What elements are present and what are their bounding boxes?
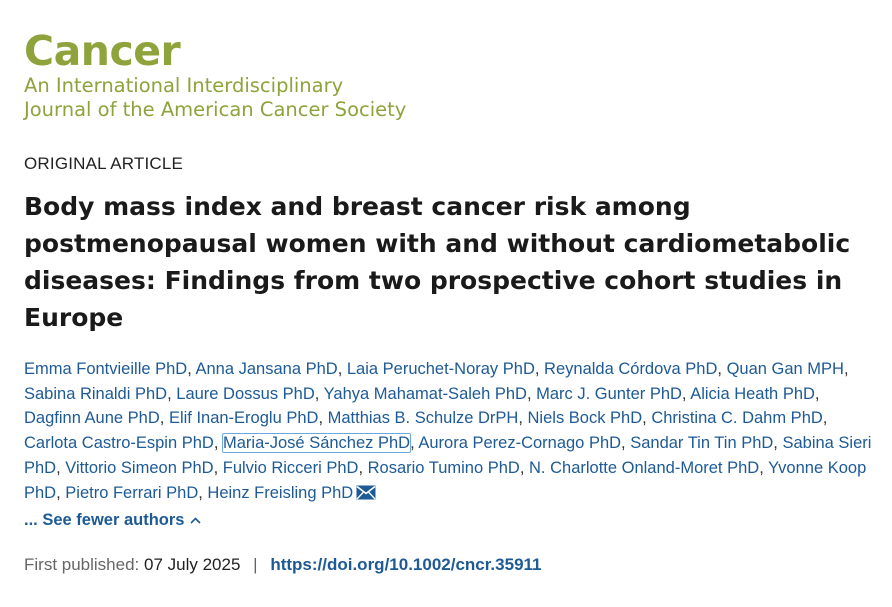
author-link[interactable]: Sabina Rinaldi PhD xyxy=(24,384,168,403)
author-link[interactable]: Elif Inan-Eroglu PhD xyxy=(168,409,319,428)
journal-tagline-line1: An International Interdisciplinary xyxy=(24,74,344,97)
author-link[interactable]: Dagfinn Aune PhD xyxy=(24,409,160,428)
first-published-date: 07 July 2025 xyxy=(144,555,241,575)
author-link[interactable]: Alicia Heath PhD xyxy=(690,384,815,403)
author-separator: , xyxy=(526,384,537,403)
author-separator: , xyxy=(621,434,631,453)
author-link[interactable]: Sabina Sieri PhD xyxy=(24,434,872,477)
author-link[interactable]: Emma Fontvieille PhD xyxy=(24,360,188,378)
author-link[interactable]: Carlota Castro-Espin PhD xyxy=(24,434,214,453)
author-separator: , xyxy=(56,483,66,502)
author-link[interactable]: Vittorio Simeon PhD xyxy=(65,458,214,477)
author-separator: , xyxy=(213,434,223,453)
author-link[interactable]: Pietro Ferrari PhD xyxy=(65,483,199,502)
journal-name: Cancer xyxy=(24,27,181,75)
author-link[interactable]: Anna Jansana PhD xyxy=(195,360,338,378)
author-separator: , xyxy=(213,458,223,477)
author-link[interactable]: Maria-José Sánchez PhD xyxy=(221,433,412,454)
publication-info: First published: 07 July 2025 | https://… xyxy=(24,553,874,577)
author-separator: , xyxy=(56,458,66,477)
author-link[interactable]: Rosario Tumino PhD xyxy=(367,458,520,477)
author-list: Emma Fontvieille PhD, Anna Jansana PhD, … xyxy=(24,357,874,507)
author-link[interactable]: N. Charlotte Onland-Moret PhD xyxy=(529,458,760,477)
author-link[interactable]: Laia Peruchet-Noray PhD xyxy=(346,360,535,378)
author-link[interactable]: Niels Bock PhD xyxy=(527,409,643,428)
divider: | xyxy=(253,555,258,575)
author-separator: , xyxy=(314,384,324,403)
journal-tagline-line2: Journal of the American Cancer Society xyxy=(24,98,407,121)
doi-link[interactable]: https://doi.org/10.1002/cncr.35911 xyxy=(270,555,542,575)
author-separator: , xyxy=(518,409,528,428)
author-separator: , xyxy=(198,483,208,502)
see-fewer-authors-label: ... See fewer authors xyxy=(24,511,185,530)
author-separator: , xyxy=(159,409,169,428)
author-separator: , xyxy=(681,384,691,403)
author-separator: , xyxy=(773,434,783,453)
author-separator: , xyxy=(642,409,652,428)
author-separator: , xyxy=(318,409,328,428)
author-link[interactable]: Yahya Mahamat-Saleh PhD xyxy=(323,384,527,403)
author-separator: , xyxy=(187,360,196,378)
author-separator: , xyxy=(814,384,820,403)
author-separator: , xyxy=(534,360,545,378)
see-fewer-authors-button[interactable]: ... See fewer authors xyxy=(24,507,202,532)
author-separator: , xyxy=(717,360,727,378)
author-link[interactable]: Reynalda Córdova PhD xyxy=(544,360,718,378)
first-published-label: First published: xyxy=(24,555,140,575)
author-separator: , xyxy=(337,360,347,378)
author-link[interactable]: Quan Gan MPH xyxy=(726,360,844,378)
journal-logo[interactable]: Cancer An International Interdisciplinar… xyxy=(24,28,874,122)
author-link[interactable]: Heinz Freisling PhD xyxy=(207,483,354,502)
author-link[interactable]: Yvonne Koop PhD xyxy=(24,458,867,502)
author-link[interactable]: Fulvio Ricceri PhD xyxy=(222,458,359,477)
article-title: Body mass index and breast cancer risk a… xyxy=(24,192,851,332)
author-link[interactable]: Sandar Tin Tin PhD xyxy=(630,434,774,453)
author-separator: , xyxy=(843,360,849,378)
envelope-icon[interactable] xyxy=(356,483,376,508)
article-type: ORIGINAL ARTICLE xyxy=(24,154,184,173)
chevron-up-icon xyxy=(190,507,202,531)
author-separator: , xyxy=(759,458,769,477)
author-link[interactable]: Aurora Perez-Cornago PhD xyxy=(418,434,622,453)
author-separator: , xyxy=(822,409,828,428)
author-separator: , xyxy=(167,384,177,403)
author-link[interactable]: Marc J. Gunter PhD xyxy=(536,384,682,403)
author-separator: , xyxy=(519,458,530,477)
author-separator: , xyxy=(410,434,419,453)
author-separator: , xyxy=(358,458,368,477)
author-link[interactable]: Christina C. Dahm PhD xyxy=(651,409,823,428)
article-header: Cancer An International Interdisciplinar… xyxy=(24,28,874,577)
author-link[interactable]: Matthias B. Schulze DrPH xyxy=(327,409,519,428)
author-link[interactable]: Laure Dossus PhD xyxy=(176,384,315,403)
